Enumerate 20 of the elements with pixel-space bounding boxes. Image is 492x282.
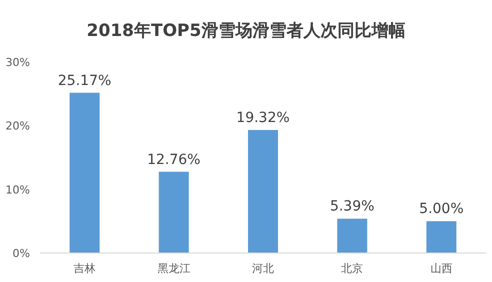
data-label: 5.00% <box>419 201 464 218</box>
bar <box>426 221 456 253</box>
y-tick-label: 20% <box>6 120 30 133</box>
x-tick-label: 北京 <box>341 262 364 275</box>
data-label: 19.32% <box>236 110 290 126</box>
chart-title: 2018年TOP5滑雪场滑雪者人次同比增幅 <box>86 21 406 41</box>
y-tick-label: 10% <box>6 183 30 196</box>
x-tick-label: 吉林 <box>74 262 96 275</box>
bar <box>337 218 368 253</box>
x-tick-label: 河北 <box>252 262 274 275</box>
data-label: 5.39% <box>330 198 374 215</box>
y-tick-label: 30% <box>6 56 30 69</box>
bar <box>158 172 189 253</box>
data-label: 25.17% <box>58 72 112 89</box>
x-tick-label: 黑龙江 <box>157 262 190 275</box>
y-tick-label: 0% <box>12 247 30 260</box>
bar <box>248 130 278 253</box>
data-label: 12.76% <box>147 152 200 168</box>
bar <box>70 92 100 253</box>
x-tick-label: 山西 <box>430 262 452 275</box>
